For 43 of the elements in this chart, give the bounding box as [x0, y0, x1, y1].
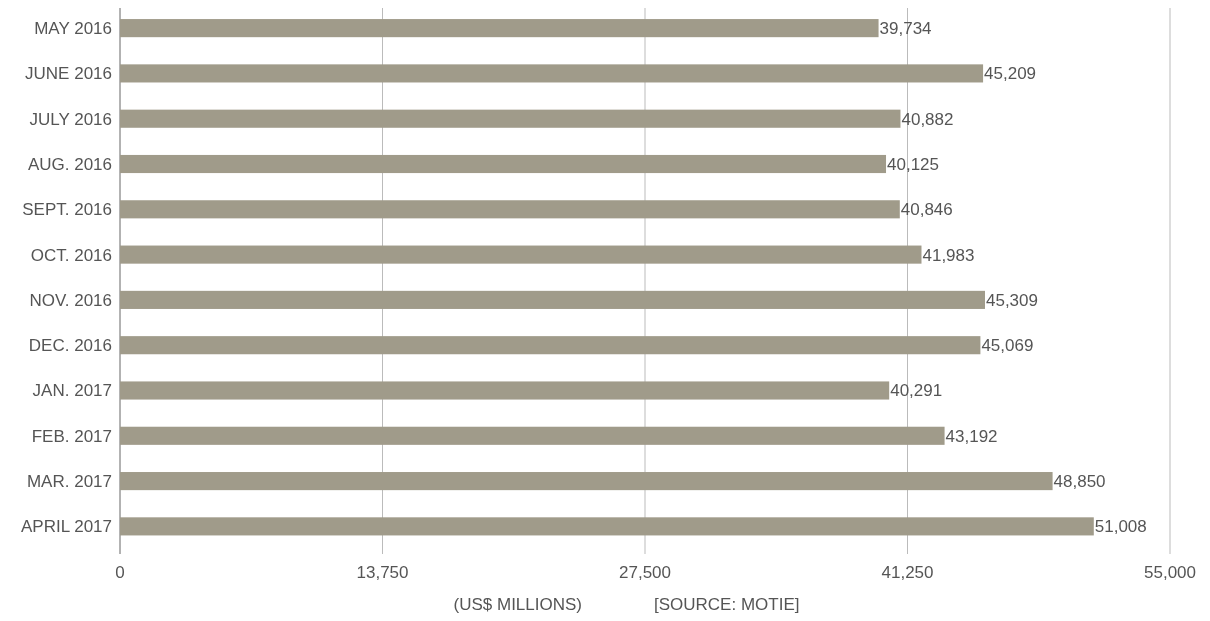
data-label: 40,125	[887, 154, 940, 174]
data-label: 40,882	[901, 109, 954, 129]
bar	[120, 154, 887, 174]
data-label: 40,291	[890, 381, 943, 401]
data-label: 41,983	[922, 245, 975, 265]
data-label: 45,309	[985, 290, 1038, 310]
data-label: 45,069	[981, 336, 1034, 356]
data-label: 40,846	[900, 200, 953, 220]
bar	[120, 109, 901, 128]
y-tick-label: SEPT. 2016	[22, 200, 112, 220]
y-tick-label: MAY 2016	[34, 19, 112, 39]
bar	[120, 336, 981, 355]
bar	[120, 200, 900, 219]
x-tick-label: 55,000	[1144, 563, 1196, 582]
y-tick-label: AUG. 2016	[27, 154, 112, 174]
bar	[120, 245, 922, 264]
y-tick-label: JAN. 2017	[32, 381, 112, 401]
bar	[120, 472, 1053, 491]
x-tick-label: 13,750	[356, 563, 409, 582]
y-tick-label: FEB. 2017	[31, 426, 112, 446]
bar	[120, 290, 985, 309]
bar	[120, 19, 879, 38]
data-label: 43,192	[945, 426, 998, 446]
bar	[120, 426, 945, 445]
text: [SOURCE: MOTIE]	[654, 595, 800, 614]
y-tick-label: JUNE 2016	[25, 64, 112, 84]
data-label: 39,734	[879, 19, 932, 39]
bar	[120, 517, 1094, 536]
y-tick-label: OCT. 2016	[30, 245, 112, 265]
x-tick-label: 27,500	[619, 563, 671, 582]
x-axis-title: (US$ MILLIONS)	[453, 595, 582, 614]
data-label: 45,209	[984, 64, 1037, 84]
y-tick-label: NOV. 2016	[29, 290, 112, 310]
bar	[120, 381, 890, 400]
x-tick-label: 0	[115, 563, 125, 582]
x-tick-label: 41,250	[881, 563, 934, 582]
data-label: 48,850	[1053, 472, 1106, 492]
bar	[120, 64, 984, 83]
data-label: 51,008	[1094, 517, 1147, 537]
y-tick-label: MAR. 2017	[26, 472, 112, 492]
y-tick-label: JULY 2016	[29, 109, 112, 129]
y-tick-label: APRIL 2017	[20, 517, 112, 537]
y-tick-label: DEC. 2016	[28, 336, 112, 356]
